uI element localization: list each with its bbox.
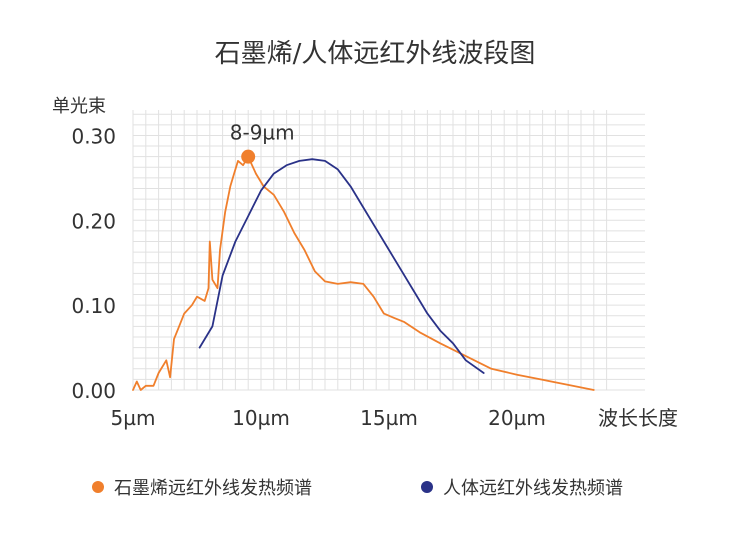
x-tick-label: 15µm bbox=[360, 406, 418, 430]
legend-label-graphene: 石墨烯远红外线发热频谱 bbox=[114, 478, 312, 499]
y-tick-label: 0.20 bbox=[71, 209, 116, 233]
legend-label-human: 人体远红外线发热频谱 bbox=[443, 478, 623, 499]
peak-marker bbox=[241, 149, 256, 164]
x-tick-label: 5µm bbox=[111, 406, 156, 430]
x-tick-label: 10µm bbox=[232, 406, 290, 430]
y-tick-label: 0.00 bbox=[71, 379, 116, 403]
legend-marker-human bbox=[421, 481, 433, 493]
annotation: 8-9µm bbox=[230, 121, 295, 164]
series-line-1 bbox=[198, 158, 485, 374]
chart-title: 石墨烯/人体远红外线波段图 bbox=[215, 39, 536, 69]
legend: 石墨烯远红外线发热频谱 人体远红外线发热频谱 bbox=[92, 478, 623, 499]
y-axis-label: 单光束 bbox=[52, 96, 106, 117]
peak-annotation: 8-9µm bbox=[230, 121, 295, 145]
x-axis-label: 波长长度 bbox=[598, 406, 678, 430]
legend-marker-graphene bbox=[92, 481, 104, 493]
x-tick-labels: 5µm 10µm 15µm 20µm bbox=[111, 406, 546, 430]
y-tick-label: 0.10 bbox=[71, 294, 116, 318]
grid bbox=[132, 110, 645, 391]
x-tick-label: 20µm bbox=[488, 406, 546, 430]
y-tick-labels: 0.00 0.10 0.20 0.30 bbox=[71, 124, 116, 403]
y-tick-label: 0.30 bbox=[71, 124, 116, 148]
